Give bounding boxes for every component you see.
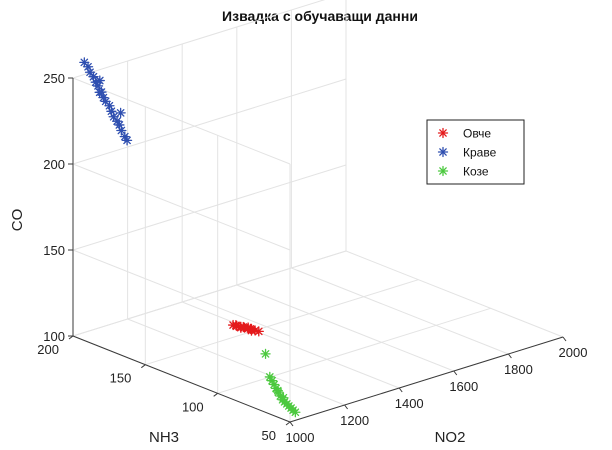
floor-gridline [345,250,564,338]
data-point [94,87,105,98]
x-tick-mark [289,421,294,427]
back-wall-gridline [72,78,347,165]
side-wall-gridline [72,249,291,337]
legend-marker [437,127,449,139]
data-point [253,326,264,337]
x-axis-line [289,336,564,423]
legend-entry: Козе [463,165,489,179]
x-tick-label: 1400 [395,396,424,411]
x-tick-label: 1200 [340,413,369,428]
legend: Овче Краве Козе [426,119,525,185]
side-wall-gridline [72,163,291,251]
axes-walls [72,0,564,423]
x-tick-mark [507,353,512,359]
tick-labels: 1000120014001600180020005010015020010015… [37,71,587,445]
data-point [272,385,283,396]
z-tick-label: 250 [43,71,65,86]
data-point [121,135,133,146]
x-tick-mark [562,336,567,342]
y-tick-label: 100 [182,399,204,414]
y-tick-label: 200 [37,342,59,357]
data-point [246,325,257,336]
x-tick-label: 1600 [449,379,478,394]
side-wall-gridline [72,77,291,165]
z-axis-label: CO [9,209,26,232]
x-tick-label: 1800 [504,362,533,377]
y-tick-mark [141,364,146,369]
back-wall-gridline [72,164,347,251]
z-tick-label: 100 [43,329,65,344]
axes-frame [68,77,567,427]
floor-gridline [145,279,419,366]
legend-marker [437,165,449,177]
x-tick-mark [398,387,403,393]
x-tick-label: 1000 [286,430,315,445]
z-tick-label: 150 [43,243,65,258]
y-tick-mark [213,392,218,397]
floor-gridline [291,267,509,355]
z-tick-label: 200 [43,157,65,172]
floor-gridline [217,307,491,394]
data-point [94,75,105,86]
data-point [278,392,289,403]
back-wall-gridline [72,0,326,79]
y-axis-line [72,335,291,423]
floor-gridline [236,284,454,372]
floor-gridline [127,318,345,406]
y-axis-label: NH3 [149,429,179,446]
x-axis-label: NO2 [435,429,466,446]
data-point [290,407,301,418]
legend-entry: Краве [463,146,497,160]
x-tick-mark [344,404,349,410]
back-wall-gridline [72,250,347,337]
data-point [260,348,271,360]
data-points [79,57,301,418]
y-tick-mark [285,421,291,426]
x-tick-label: 2000 [559,345,588,360]
data-point [115,107,126,118]
y-tick-label: 50 [262,428,276,443]
legend-entry: Овче [463,127,491,141]
y-tick-label: 150 [110,371,132,386]
chart-title: Извадка с обучаващи данни [222,8,418,24]
legend-marker [437,146,449,158]
floor-gridline [182,301,400,389]
data-point [108,111,119,122]
x-tick-mark [453,370,458,376]
